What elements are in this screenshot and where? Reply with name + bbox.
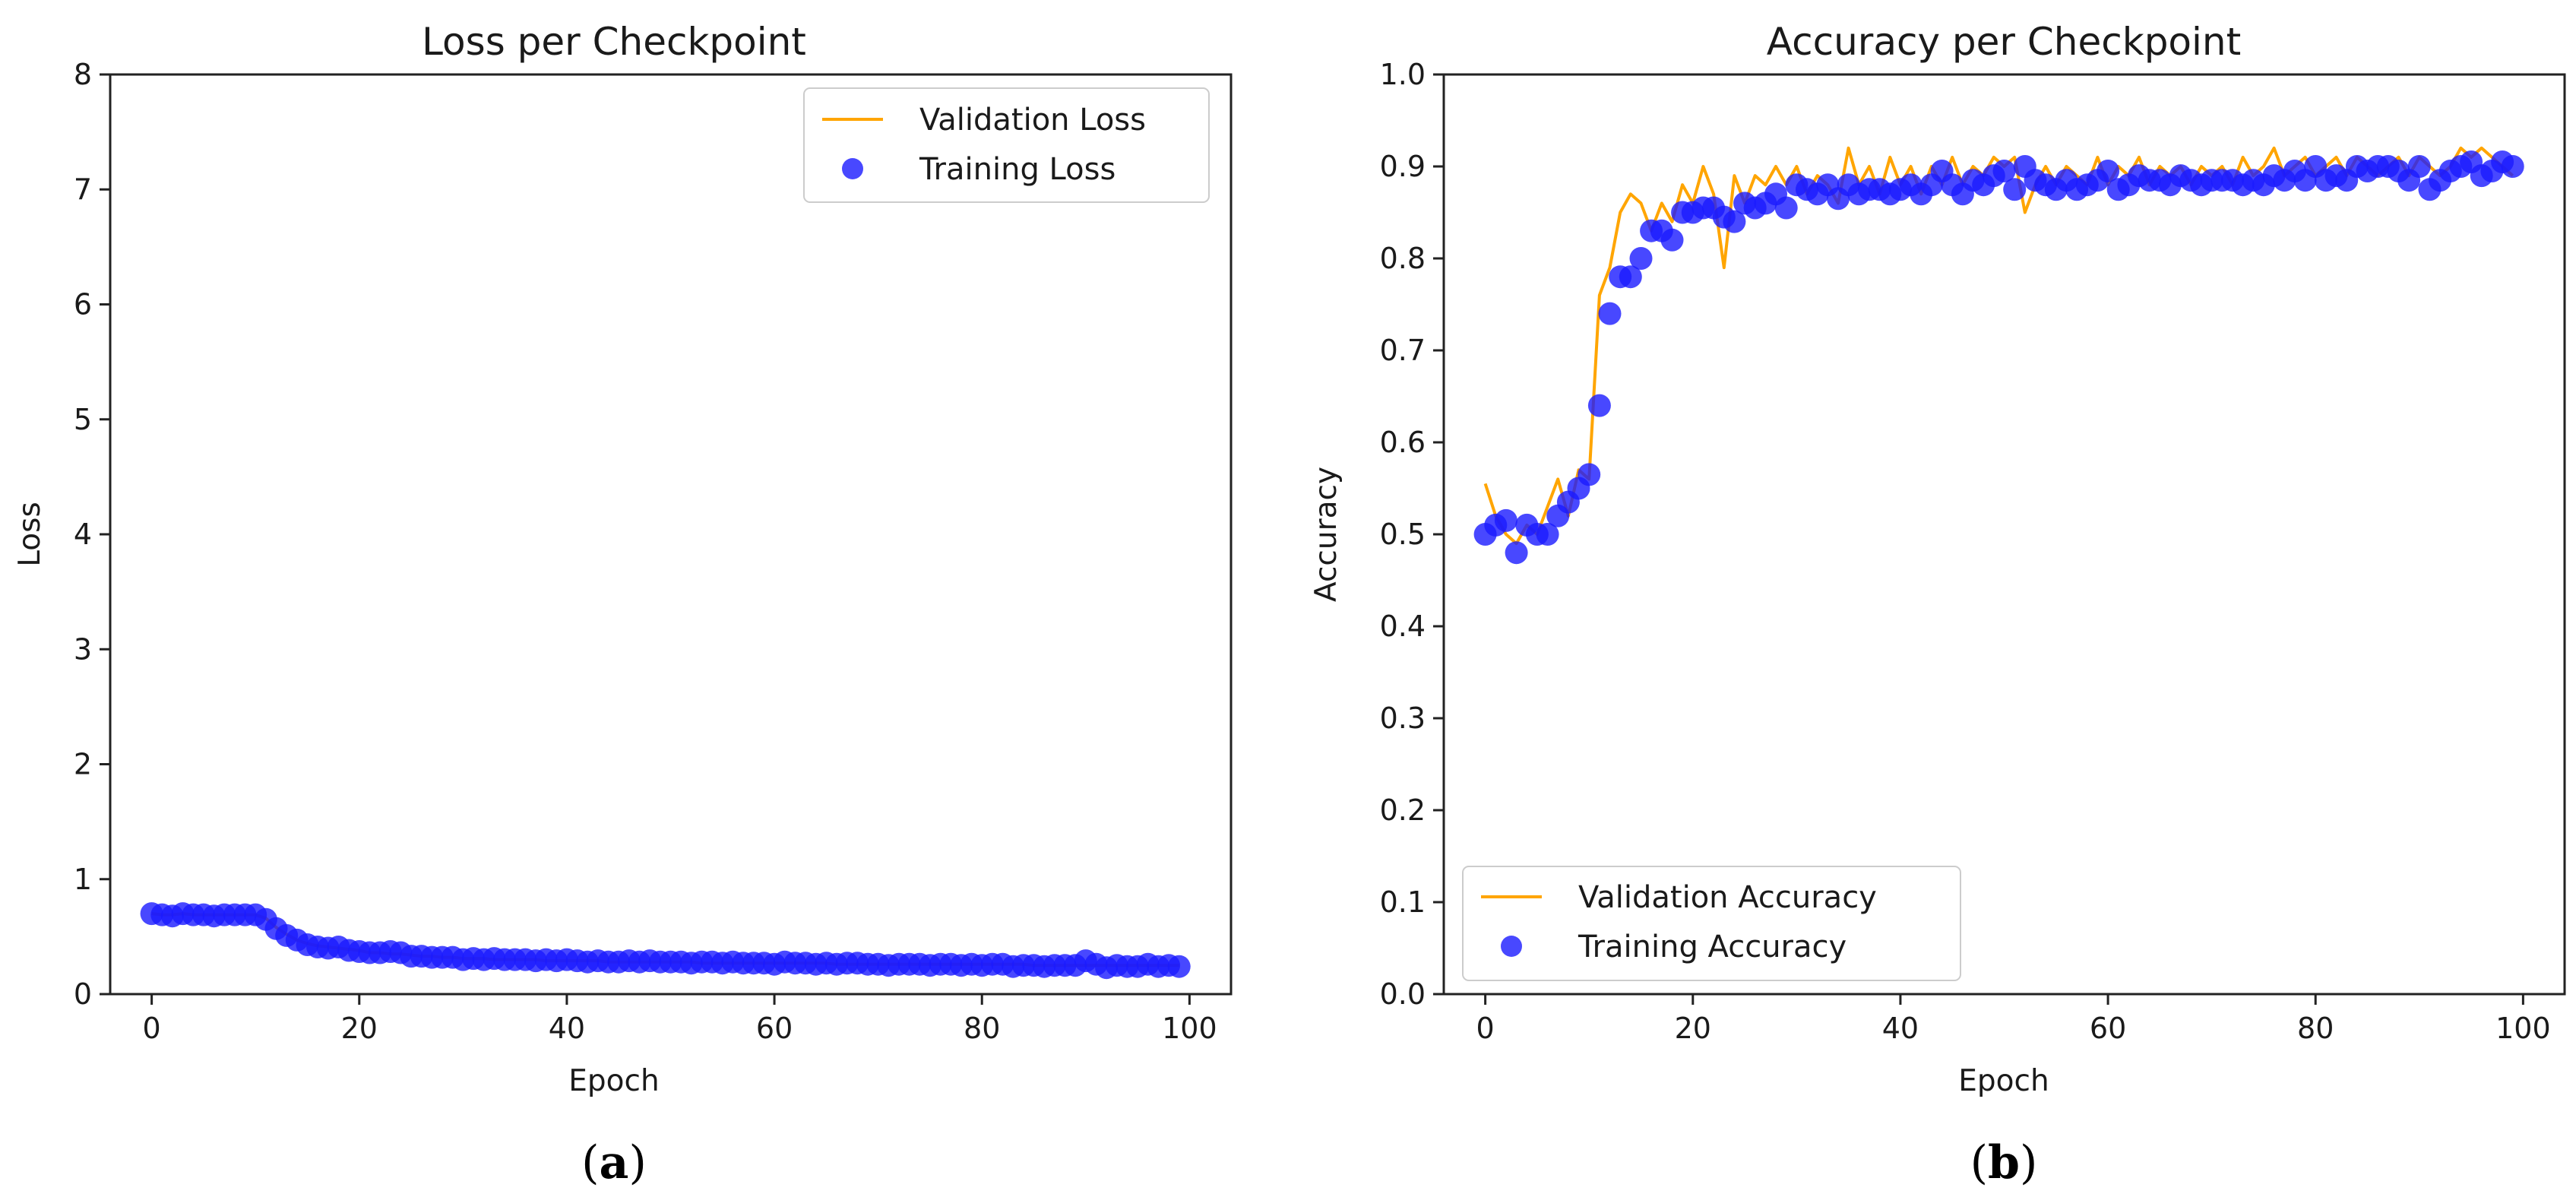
loss-y-tick-label: 0 [74,977,92,1011]
loss-y-tick-label: 8 [74,58,92,91]
caption-b-open: ( [1970,1136,1988,1189]
accuracy-x-tick-label: 60 [2090,1012,2126,1045]
accuracy-chart-panel: Accuracy per Checkpoint 0.00.10.20.30.40… [1309,20,2566,1189]
accuracy-y-tick-label: 0.3 [1380,702,1426,735]
training-accuracy-point [2097,160,2120,182]
loss-x-tick-label: 60 [756,1012,793,1045]
training-accuracy-point [1774,196,1798,220]
loss-y-tick-label: 6 [74,288,92,321]
accuracy-y-tick-label: 0.5 [1380,518,1426,551]
accuracy-x-tick-label: 0 [1476,1012,1495,1045]
accuracy-y-tick-label: 0.2 [1380,793,1426,827]
training-accuracy-point [1598,302,1622,325]
caption-a-close: ) [628,1136,646,1189]
loss-chart-panel: Loss per Checkpoint 0 1 2 3 4 5 6 7 8 0 20 40 60 80 1… [13,20,1233,1189]
caption-b-close: ) [2020,1136,2037,1189]
training-loss-points [140,902,1191,980]
training-accuracy-point [1578,463,1601,486]
accuracy-y-tick-label: 0.0 [1380,977,1426,1011]
accuracy-x-tick-label: 100 [2495,1012,2551,1045]
training-accuracy-point [1629,247,1653,270]
training-loss-legend-marker [842,158,863,179]
accuracy-x-tick-label: 40 [1882,1012,1919,1045]
loss-y-tick-label: 3 [74,632,92,666]
loss-plot-frame [109,73,1233,996]
loss-y-tick-label: 5 [74,403,92,436]
accuracy-x-tick-label: 80 [2297,1012,2334,1045]
training-accuracy-point [2501,155,2524,178]
accuracy-y-axis-label: Accuracy [1309,467,1343,602]
validation-accuracy-line-path [1483,146,2514,546]
training-accuracy-point [1619,265,1642,289]
accuracy-y-tick-label: 0.6 [1380,426,1426,459]
accuracy-x-axis: 0 20 40 60 80 100 [1476,994,2551,1045]
loss-x-tick-label: 80 [964,1012,1000,1045]
training-accuracy-point [1505,541,1528,565]
loss-y-tick-label: 4 [74,518,92,551]
loss-x-tick-label: 100 [1162,1012,1217,1045]
accuracy-legend: Validation Accuracy Training Accuracy [1462,866,1961,981]
accuracy-y-axis: 0.0 0.1 0.2 0.3 0.4 0.5 0.6 0.7 0.8 0.9 1.0 [1380,58,1444,1011]
loss-legend-box [803,87,1210,203]
loss-x-tick-label: 40 [549,1012,585,1045]
training-accuracy-point [2407,155,2431,178]
loss-y-axis: 0 1 2 3 4 5 6 7 8 [74,58,110,1011]
training-accuracy-point [1660,228,1684,252]
accuracy-y-tick-label: 0.1 [1380,885,1426,919]
loss-legend: Validation Loss Training Loss [803,87,1210,203]
training-accuracy-point [1723,210,1746,233]
svg-text:(a): (a) [581,1136,647,1189]
accuracy-x-tick-label: 20 [1675,1012,1711,1045]
accuracy-x-axis-label: Epoch [1958,1064,2049,1098]
accuracy-legend-box [1462,866,1961,981]
training-accuracy-point [2003,178,2027,201]
training-accuracy-legend-marker [1501,936,1522,957]
accuracy-y-tick-label: 0.4 [1380,610,1426,643]
training-accuracy-point [1536,523,1559,546]
loss-y-tick-label: 1 [74,863,92,896]
svg-text:(b): (b) [1970,1136,2038,1189]
loss-y-tick-label: 2 [74,748,92,781]
loss-y-tick-label: 7 [74,173,92,206]
training-accuracy-points [1473,150,2524,565]
validation-accuracy-legend-label: Validation Accuracy [1578,880,1877,915]
loss-x-axis-label: Epoch [568,1064,659,1098]
training-accuracy-point [1587,394,1611,417]
caption-b: (b) [1970,1136,2038,1189]
loss-y-axis-label: Loss [13,502,47,567]
training-accuracy-point [1494,508,1517,532]
caption-a-open: ( [581,1136,599,1189]
training-loss-legend-label: Training Loss [919,152,1116,187]
validation-accuracy-line [1483,146,2514,546]
accuracy-y-tick-label: 1.0 [1380,58,1426,91]
training-accuracy-point [1992,160,2016,182]
accuracy-y-tick-label: 0.9 [1380,150,1426,183]
accuracy-plot-frame [1442,73,2566,996]
caption-a-letter: a [600,1136,629,1189]
caption-a: (a) [581,1136,647,1189]
accuracy-chart-title: Accuracy per Checkpoint [1767,20,2241,64]
training-loss-point [1167,955,1191,978]
accuracy-y-tick-label: 0.8 [1380,242,1426,275]
caption-b-letter: b [1988,1136,2020,1189]
validation-loss-legend-label: Validation Loss [919,103,1146,138]
training-accuracy-legend-label: Training Accuracy [1578,930,1847,964]
loss-x-axis: 0 20 40 60 80 100 [143,994,1217,1045]
accuracy-y-tick-label: 0.7 [1380,334,1426,367]
loss-chart-title: Loss per Checkpoint [422,20,806,64]
loss-x-tick-label: 20 [341,1012,378,1045]
loss-x-tick-label: 0 [143,1012,161,1045]
